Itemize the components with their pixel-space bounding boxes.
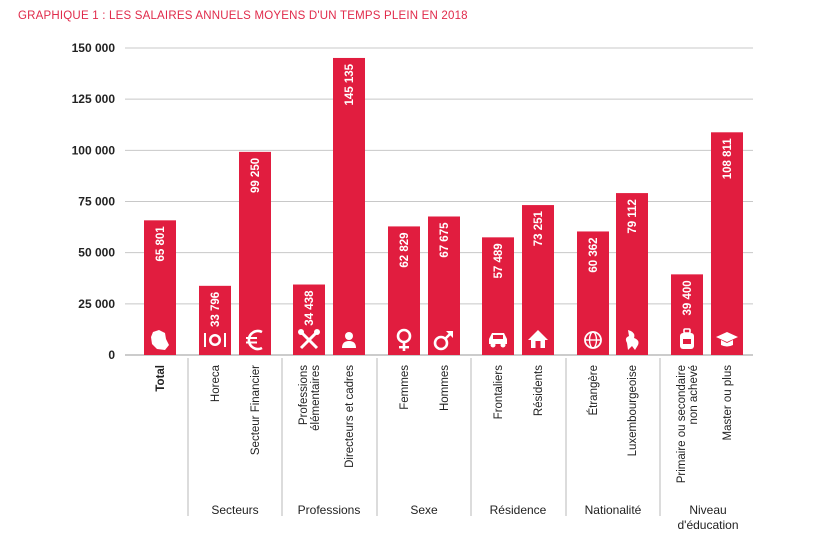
car-icon	[489, 333, 507, 348]
category-label: Secteur Financier	[250, 365, 262, 455]
bar-value-label: 67 675	[439, 222, 451, 258]
bar	[293, 284, 325, 355]
y-tick-label: 125 000	[72, 92, 116, 106]
bar	[388, 226, 420, 355]
bar	[616, 193, 648, 355]
person-icon	[342, 332, 356, 348]
group-labels: Secteurs Professions Sexe Résidence National…	[187, 358, 739, 532]
luxembourg-map-icon	[151, 330, 169, 350]
category-label: Total	[155, 365, 167, 392]
category-label: Luxembourgeoise	[627, 365, 639, 456]
bar-value-label: 99 250	[250, 158, 262, 193]
bar	[333, 57, 365, 356]
graduation-cap-icon	[716, 332, 738, 347]
bar-value-label: 79 112	[627, 199, 639, 234]
group-label: Nationalité	[585, 503, 642, 517]
lion-icon	[625, 330, 639, 350]
male-icon	[433, 331, 453, 351]
category-label: Frontaliers	[493, 365, 505, 420]
backpack-icon	[680, 328, 694, 349]
y-tick-label: 0	[108, 348, 115, 362]
tools-icon	[298, 329, 320, 350]
bar	[428, 216, 460, 355]
y-tick-label: 75 000	[78, 195, 115, 209]
group-label: Sexe	[410, 503, 438, 517]
y-tick-label: 50 000	[78, 246, 115, 260]
group-label: d'éducation	[677, 518, 738, 532]
category-label: élémentaires	[310, 365, 322, 431]
y-axis: 0 25 000 50 000 75 000 100 000 125 000 150 000	[72, 41, 116, 362]
globe-icon	[584, 331, 602, 349]
bar-value-label: 33 796	[210, 292, 222, 327]
bar-value-label: 145 135	[344, 63, 356, 105]
category-label: Femmes	[399, 365, 411, 410]
group-label: Résidence	[490, 503, 547, 517]
y-tick-label: 25 000	[78, 297, 115, 311]
bar	[711, 132, 743, 355]
category-label: Master ou plus	[722, 365, 734, 441]
female-icon	[396, 328, 412, 351]
bar-value-label: 57 489	[493, 243, 505, 278]
category-label: Hommes	[439, 365, 451, 411]
house-icon	[528, 330, 548, 348]
bar-value-label: 62 829	[399, 232, 411, 267]
category-label: Directeurs et cadres	[344, 365, 356, 468]
bar-value-label: 65 801	[155, 226, 167, 262]
euro-icon	[246, 329, 263, 351]
category-label: Horeca	[210, 364, 222, 402]
bar-value-label: 39 400	[682, 280, 694, 315]
y-tick-label: 100 000	[72, 143, 116, 157]
category-label: Primaire ou secondaire	[676, 365, 688, 483]
bars: 65 801 33 796 99 250 34 438 145 135 62 829 67 …	[144, 57, 743, 356]
y-tick-label: 150 000	[72, 41, 116, 55]
bar-value-label: 60 362	[588, 237, 600, 272]
bar	[239, 151, 271, 355]
category-label: non achevé	[688, 365, 700, 424]
bar-value-label: 108 811	[722, 138, 734, 180]
category-label: Étrangère	[587, 365, 600, 416]
group-label: Niveau	[689, 503, 726, 517]
group-label: Secteurs	[211, 503, 258, 517]
bar	[577, 231, 609, 355]
category-label: Résidents	[533, 365, 545, 416]
bar-value-label: 34 438	[304, 290, 316, 326]
cutlery-icon	[204, 333, 226, 347]
chart-title: GRAPHIQUE 1 : LES SALAIRES ANNUELS MOYEN…	[18, 10, 468, 22]
group-label: Professions	[298, 503, 361, 517]
category-label: Professions	[298, 365, 310, 425]
bar-value-label: 73 251	[533, 210, 545, 246]
category-labels: Total Horeca Secteur Financier Professions é…	[155, 364, 734, 483]
